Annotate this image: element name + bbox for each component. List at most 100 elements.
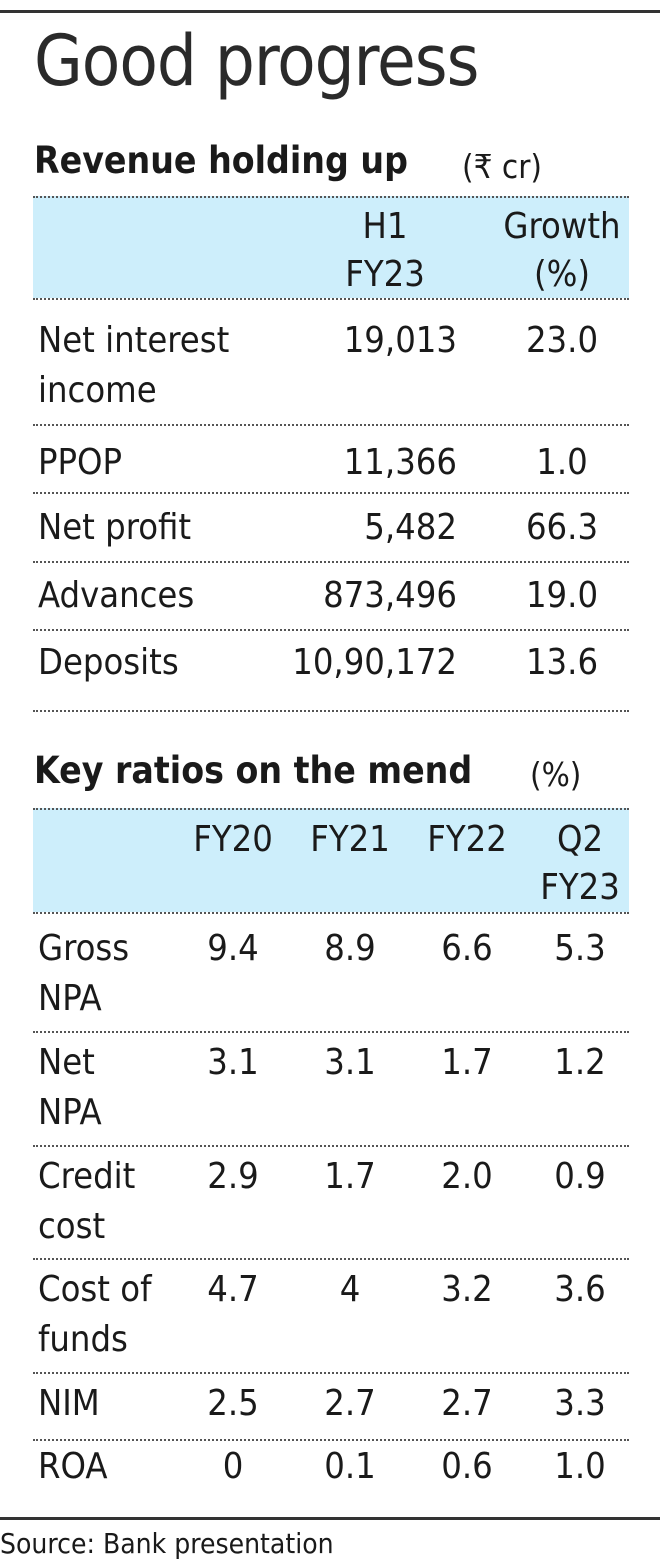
row-label-line: funds	[38, 1319, 128, 1360]
dotted-rule	[33, 492, 629, 494]
cell-value: 0.6	[441, 1446, 493, 1487]
cell-value: 9.4	[207, 928, 259, 969]
cell-value: 66.3	[525, 507, 599, 548]
dotted-rule	[33, 196, 629, 198]
cell-value: 1.2	[554, 1042, 606, 1083]
row-label: Cost of funds	[38, 1265, 151, 1365]
cell-value: 5,482	[364, 507, 457, 548]
cell-value: 19.0	[525, 575, 599, 616]
column-header: FY21	[300, 816, 400, 864]
row-label: Net profit	[38, 503, 191, 553]
column-header-line: Growth	[503, 206, 621, 247]
row-label: Deposits	[38, 638, 179, 688]
cell-value: 13.6	[525, 642, 599, 683]
column-header-line: H1	[362, 206, 408, 247]
column-header: Q2 FY23	[530, 816, 630, 912]
row-label: PPOP	[38, 438, 122, 488]
cell-value: 2.9	[207, 1156, 259, 1197]
source-note: Source: Bank presentation	[0, 1527, 334, 1560]
row-label-line: NIM	[38, 1383, 100, 1424]
cell-value: 3.3	[554, 1383, 606, 1424]
row-label: NIM	[38, 1379, 100, 1429]
dotted-rule	[33, 1145, 629, 1147]
cell-value: 873,496	[323, 575, 457, 616]
cell-value: 0.9	[554, 1156, 606, 1197]
row-label-line: Net profit	[38, 507, 192, 548]
cell-value: 3.2	[441, 1269, 493, 1310]
cell-value: 0	[222, 1446, 244, 1487]
column-header-line: FY21	[310, 819, 390, 860]
dotted-rule	[33, 1258, 629, 1260]
row-label: Net interest income	[38, 316, 229, 416]
cell-value: 2.7	[324, 1383, 376, 1424]
row-label: Advances	[38, 571, 194, 621]
section-unit: (₹ cr)	[462, 147, 543, 186]
column-header-line: FY23	[540, 867, 620, 908]
cell-value: 5.3	[554, 928, 606, 969]
cell-value: 3.6	[554, 1269, 606, 1310]
column-header: FY22	[417, 816, 517, 864]
column-header-line: Q2	[556, 819, 604, 860]
cell-value: 2.7	[441, 1383, 493, 1424]
section-title: Revenue holding up	[34, 139, 408, 182]
row-label: Gross NPA	[38, 924, 129, 1024]
cell-value: 11,366	[343, 442, 457, 483]
cell-value: 1.0	[554, 1446, 606, 1487]
dotted-rule	[33, 1031, 629, 1033]
cell-value: 4	[339, 1269, 361, 1310]
dotted-rule	[33, 424, 629, 426]
dotted-rule	[33, 298, 629, 300]
cell-value: 23.0	[525, 320, 599, 361]
header-band	[33, 808, 629, 912]
dotted-rule	[33, 710, 629, 712]
dotted-rule	[33, 912, 629, 914]
cell-value: 1.7	[441, 1042, 493, 1083]
row-label-line: PPOP	[38, 442, 123, 483]
dotted-rule	[33, 1372, 629, 1374]
row-label-line: Advances	[38, 575, 195, 616]
row-label-line: Credit	[38, 1156, 136, 1197]
cell-value: 8.9	[324, 928, 376, 969]
cell-value: 3.1	[207, 1042, 259, 1083]
cell-value: 2.5	[207, 1383, 259, 1424]
column-header: FY20	[183, 816, 283, 864]
header-band	[33, 196, 629, 298]
cell-value: 6.6	[441, 928, 493, 969]
column-header-line: (%)	[533, 254, 591, 295]
row-label-line: Deposits	[38, 642, 179, 683]
row-label: Credit cost	[38, 1152, 135, 1252]
cell-value: 10,90,172	[292, 642, 457, 683]
row-label-line: Cost of	[38, 1269, 152, 1310]
row-label: Net NPA	[38, 1038, 102, 1138]
cell-value: 4.7	[207, 1269, 259, 1310]
row-label-line: Net	[38, 1042, 95, 1083]
section-unit: (%)	[530, 755, 582, 794]
page-title: Good progress	[34, 20, 479, 102]
cell-value: 1.0	[536, 442, 588, 483]
row-label-line: NPA	[38, 978, 102, 1019]
row-label-line: income	[38, 370, 157, 411]
top-rule	[0, 10, 660, 13]
cell-value: 1.7	[324, 1156, 376, 1197]
row-label: ROA	[38, 1442, 108, 1492]
cell-value: 19,013	[343, 320, 457, 361]
dotted-rule	[33, 1439, 629, 1441]
row-label-line: ROA	[38, 1446, 108, 1487]
row-label-line: Gross	[38, 928, 130, 969]
column-header: Growth (%)	[492, 203, 632, 299]
dotted-rule	[33, 561, 629, 563]
cell-value: 2.0	[441, 1156, 493, 1197]
column-header-line: FY22	[427, 819, 507, 860]
section-title: Key ratios on the mend	[34, 749, 473, 792]
column-header-line: FY23	[345, 254, 425, 295]
column-header: H1 FY23	[315, 203, 455, 299]
cell-value: 0.1	[324, 1446, 376, 1487]
column-header-line: FY20	[193, 819, 273, 860]
cell-value: 3.1	[324, 1042, 376, 1083]
dotted-rule	[33, 629, 629, 631]
row-label-line: Net interest	[38, 320, 230, 361]
row-label-line: cost	[38, 1206, 106, 1247]
source-rule	[0, 1517, 660, 1520]
row-label-line: NPA	[38, 1092, 102, 1133]
dotted-rule	[33, 808, 629, 810]
